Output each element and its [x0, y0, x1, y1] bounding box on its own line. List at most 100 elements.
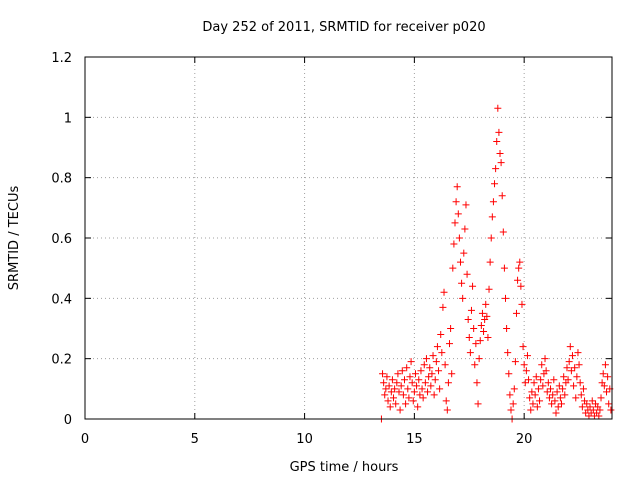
data-point	[527, 406, 535, 414]
data-point	[418, 385, 426, 393]
data-point	[448, 370, 456, 378]
data-point	[568, 352, 576, 360]
data-point	[496, 150, 504, 158]
data-point	[421, 379, 429, 387]
data-point	[405, 394, 413, 402]
data-point	[473, 379, 481, 387]
data-point	[433, 343, 441, 351]
data-point	[522, 367, 530, 375]
y-tick-label: 1	[64, 111, 72, 126]
data-point	[387, 388, 395, 396]
data-point	[603, 388, 611, 396]
data-point	[542, 367, 550, 375]
data-point	[557, 400, 565, 408]
data-point	[483, 312, 491, 320]
data-point	[435, 367, 443, 375]
data-point	[570, 382, 578, 390]
data-point	[439, 303, 447, 311]
data-point	[494, 104, 502, 112]
data-point	[417, 367, 425, 375]
x-tick-label: 0	[81, 432, 89, 447]
data-point	[485, 285, 493, 293]
data-point	[518, 300, 526, 308]
data-point	[559, 385, 567, 393]
data-point	[517, 282, 525, 290]
data-point	[451, 219, 459, 227]
data-point	[556, 394, 564, 402]
data-point	[441, 361, 449, 369]
data-point	[426, 364, 434, 372]
data-point	[514, 276, 522, 284]
data-point	[379, 370, 387, 378]
data-point	[453, 183, 461, 191]
data-point	[534, 385, 542, 393]
data-point	[391, 385, 399, 393]
data-point	[529, 400, 537, 408]
data-point	[605, 400, 613, 408]
data-point	[597, 394, 605, 402]
data-point	[478, 309, 486, 317]
data-point	[567, 367, 575, 375]
data-point	[548, 400, 556, 408]
data-point	[583, 400, 591, 408]
data-point	[392, 400, 400, 408]
data-point	[544, 379, 552, 387]
data-point	[497, 159, 505, 167]
data-point	[432, 358, 440, 366]
data-point	[446, 340, 454, 348]
data-point	[385, 382, 393, 390]
data-point	[415, 376, 423, 384]
data-point	[395, 388, 403, 396]
data-point	[545, 394, 553, 402]
data-point	[491, 180, 499, 188]
data-point	[586, 403, 594, 411]
data-point	[604, 373, 612, 381]
data-point	[474, 400, 482, 408]
data-point	[394, 370, 402, 378]
data-point	[402, 400, 410, 408]
data-point	[495, 128, 503, 136]
data-point	[538, 361, 546, 369]
data-point	[388, 376, 396, 384]
data-point	[588, 397, 596, 405]
data-point	[525, 376, 533, 384]
data-point	[458, 279, 466, 287]
grid	[85, 57, 612, 419]
data-point	[382, 385, 390, 393]
data-point	[480, 328, 488, 336]
data-point	[488, 213, 496, 221]
data-point	[547, 385, 555, 393]
data-point	[470, 325, 478, 332]
data-point	[396, 406, 404, 414]
data-point	[561, 391, 569, 399]
data-point	[413, 382, 421, 390]
data-point	[549, 391, 557, 399]
data-point	[452, 198, 460, 206]
y-tick-label: 0	[64, 413, 72, 428]
data-point	[493, 137, 501, 145]
data-point	[484, 334, 492, 342]
data-point	[390, 394, 398, 402]
data-point	[424, 388, 432, 396]
x-tick-label: 5	[191, 432, 199, 447]
y-tick-label: 0.8	[51, 172, 72, 187]
data-point	[408, 379, 416, 387]
data-point	[487, 234, 495, 242]
data-point	[456, 258, 464, 266]
data-point	[554, 403, 562, 411]
data-point	[461, 225, 469, 233]
data-point	[551, 397, 559, 405]
data-point	[552, 409, 560, 417]
data-point	[429, 352, 437, 360]
data-series	[377, 104, 615, 423]
y-axis-label: SRMTID / TECUs	[7, 186, 22, 291]
data-point	[566, 343, 574, 351]
data-point	[486, 258, 494, 266]
data-point	[404, 385, 412, 393]
data-point	[437, 331, 445, 339]
data-point	[492, 165, 500, 173]
data-point	[526, 394, 534, 402]
data-point	[471, 361, 479, 369]
data-point	[600, 382, 608, 390]
data-point	[455, 234, 463, 242]
